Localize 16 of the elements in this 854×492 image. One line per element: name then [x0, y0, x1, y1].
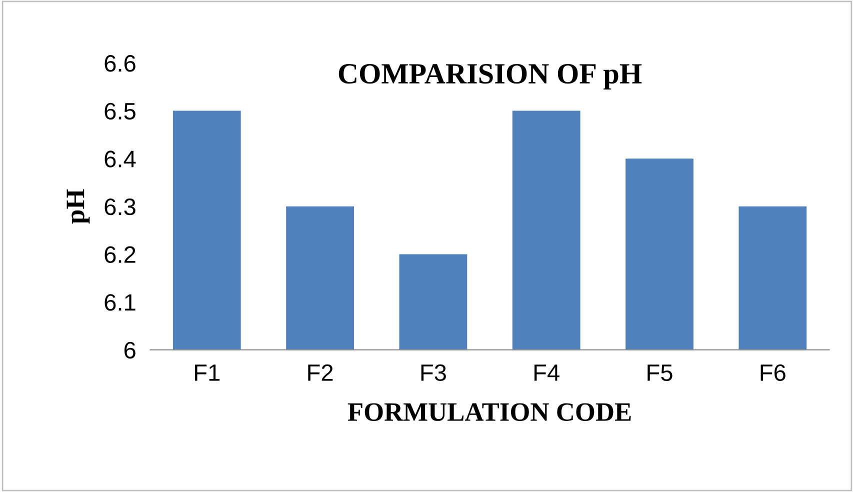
x-axis-title: FORMULATION CODE: [348, 403, 631, 421]
x-tick-label: F5: [648, 364, 672, 382]
y-tick-label: 6.2: [104, 246, 136, 263]
y-tick-label: 6.1: [104, 294, 136, 311]
x-tick-label: F3: [421, 364, 446, 382]
y-axis-title: pH: [66, 189, 90, 224]
y-tick-label: 6: [124, 342, 136, 359]
chart-title: COMPARISION OF pH: [338, 64, 642, 90]
x-tick-label: F4: [534, 364, 560, 381]
y-tick-label: 6.5: [104, 102, 136, 120]
x-tick-label: F1: [195, 364, 220, 381]
y-tick-label: 6.6: [104, 55, 136, 72]
y-tick-label: 6.3: [104, 198, 136, 216]
x-tick-label: F6: [760, 364, 786, 382]
x-tick-label: F2: [308, 364, 333, 381]
y-tick-label: 6.4: [104, 150, 136, 168]
